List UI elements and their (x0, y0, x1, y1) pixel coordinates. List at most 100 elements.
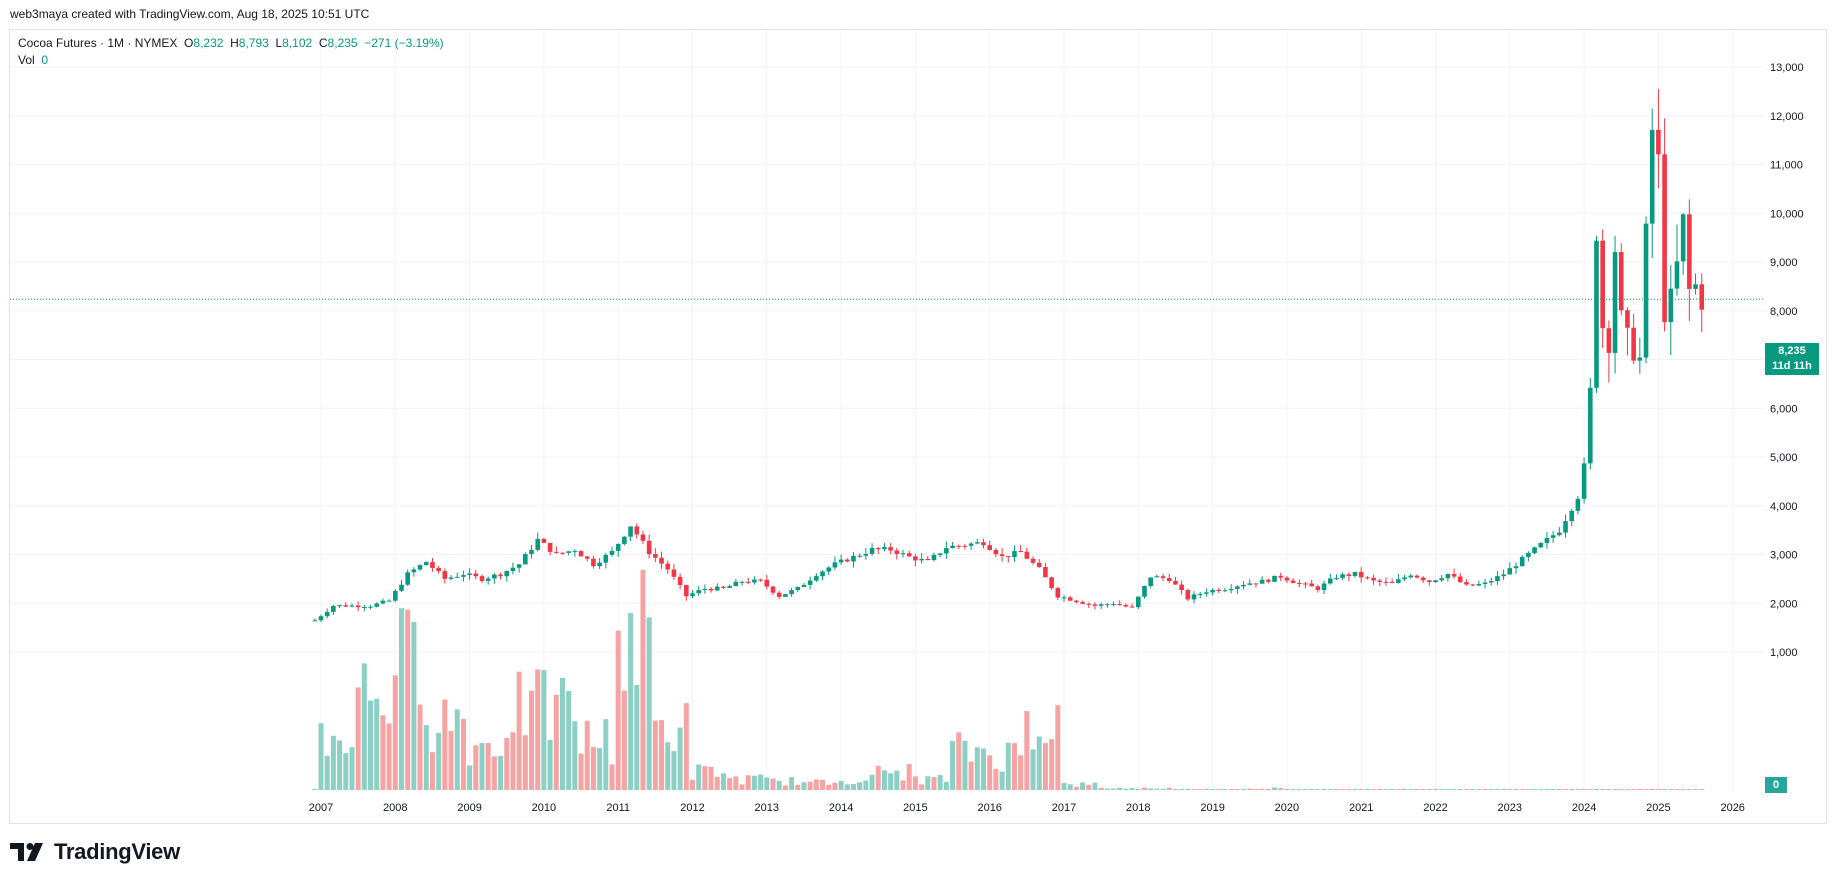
volume-bar (894, 770, 900, 790)
volume-bar (826, 784, 832, 790)
candle-body (1154, 576, 1160, 578)
candle-body (801, 584, 807, 588)
candle-body (1111, 604, 1116, 606)
volume-bar (1259, 788, 1265, 790)
volume-bar (1463, 789, 1469, 790)
volume-bar (850, 784, 856, 790)
candle-body (1179, 584, 1184, 591)
candle-body (628, 526, 633, 537)
volume-bar (584, 720, 590, 790)
candle-body (541, 538, 547, 543)
time-tick-label: 2021 (1349, 802, 1373, 814)
volume-bar (1073, 786, 1079, 790)
candle-body (1074, 600, 1079, 603)
candle-body (1563, 521, 1568, 533)
symbol-title[interactable]: Cocoa Futures · 1M · NYMEX (18, 36, 178, 50)
candle-body (473, 573, 479, 577)
volume-bar (380, 715, 386, 790)
volume-bar (1451, 789, 1457, 790)
volume-bar (1420, 789, 1426, 790)
volume-bar (739, 784, 745, 790)
volume-bar (386, 723, 392, 790)
candle-body (1296, 583, 1302, 585)
volume-bar (1532, 789, 1538, 790)
candle-body (1272, 575, 1277, 582)
candle-body (956, 545, 962, 547)
volume-bar (671, 751, 677, 790)
volume-bar (999, 771, 1005, 790)
volume-bar (1693, 789, 1699, 790)
time-tick-label: 2018 (1126, 802, 1150, 814)
candle-body (1241, 584, 1246, 587)
time-tick-label: 2010 (532, 802, 556, 814)
candle-body (547, 542, 553, 552)
volume-bar (1488, 789, 1494, 790)
volume-bar (1680, 789, 1686, 790)
volume-bar (1104, 788, 1110, 790)
candle-body (1445, 573, 1451, 579)
time-axis[interactable]: 2007 2008 2009 2010 2011 2012 2013 2014 2015 2016… (309, 802, 1745, 814)
candle-body (1433, 580, 1438, 583)
volume-bar (1395, 789, 1401, 790)
time-tick-label: 2016 (977, 802, 1001, 814)
candle-body (1693, 284, 1698, 289)
price-tick-label: 2,000 (1770, 598, 1798, 610)
volume-bar (603, 719, 609, 790)
volume-bar (937, 775, 943, 790)
open-label: O (184, 36, 194, 50)
volume-bar (1011, 743, 1017, 790)
price-tick-label: 9,000 (1770, 257, 1798, 269)
volume-bar (677, 727, 683, 790)
candle-body (1278, 575, 1284, 578)
candle-body (1656, 129, 1661, 155)
volume-bar (1111, 788, 1117, 790)
candle-body (1253, 583, 1259, 585)
tradingview-brand[interactable]: TradingView (10, 839, 180, 865)
volume-bar (417, 704, 423, 790)
candle-body (1160, 576, 1166, 579)
candle-body (925, 558, 931, 560)
candle-body (1105, 604, 1110, 606)
volume-bars (312, 569, 1705, 790)
candle-body (1427, 580, 1432, 583)
high-label: H (230, 36, 239, 50)
volume-bar (1624, 789, 1630, 790)
candle-body (764, 579, 770, 587)
volume-bar (343, 753, 349, 790)
volume-bar (906, 764, 912, 790)
candle-body (386, 600, 392, 602)
candle-body (1067, 597, 1073, 601)
low-value: 8,102 (282, 36, 313, 50)
candle-body (442, 571, 448, 579)
volume-bar (1581, 789, 1587, 790)
chart-frame[interactable] (9, 29, 1827, 824)
volume-bar (1686, 789, 1692, 790)
candle-body (312, 620, 318, 622)
volume-bar (1563, 789, 1569, 790)
candle-body (436, 567, 441, 572)
volume-bar (751, 775, 757, 790)
volume-bar (801, 782, 807, 790)
candle-body (1210, 589, 1215, 593)
candle-body (622, 536, 627, 544)
candle-body (832, 562, 838, 568)
candle-body (1396, 579, 1401, 583)
volume-bar (981, 748, 987, 790)
volume-bar (795, 784, 801, 790)
volume-bar (467, 765, 473, 790)
volume-bar (1414, 789, 1420, 790)
volume-bar (1445, 789, 1451, 790)
volume-label[interactable]: Vol (18, 53, 35, 67)
volume-bar (355, 687, 361, 790)
volume-bar (1185, 789, 1191, 790)
candle-body (1365, 577, 1370, 579)
volume-bar (1470, 789, 1476, 790)
volume-bar (1247, 788, 1253, 790)
volume-bar (547, 740, 553, 790)
volume-bar (1637, 789, 1643, 790)
candle-body (1235, 586, 1240, 590)
volume-bar (702, 766, 708, 790)
volume-bar (857, 782, 863, 790)
volume-bar (510, 732, 516, 790)
